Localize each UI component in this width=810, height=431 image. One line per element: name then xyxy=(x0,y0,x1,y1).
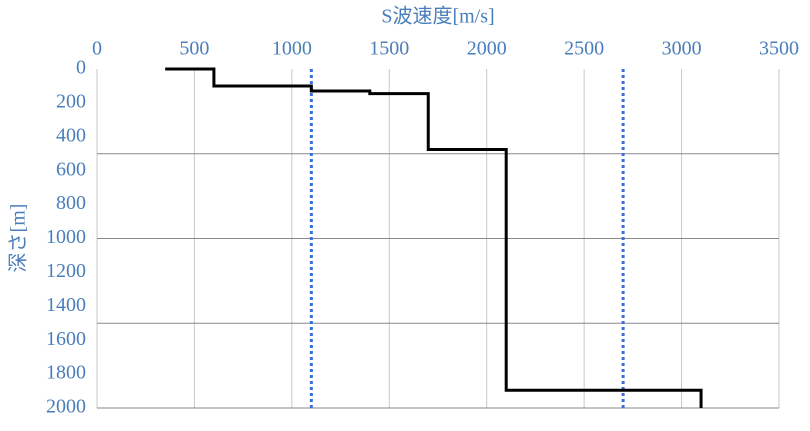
x-tick-label: 1000 xyxy=(272,38,312,60)
y-tick-label: 400 xyxy=(56,124,86,146)
y-tick-label: 1400 xyxy=(46,294,86,316)
x-tick-label: 2000 xyxy=(467,38,507,60)
y-axis-label: 深さ[m] xyxy=(7,204,30,273)
y-tick-label: 800 xyxy=(56,192,86,214)
y-tick-label: 200 xyxy=(56,90,86,112)
x-tick-label: 3500 xyxy=(759,38,799,60)
y-tick-label: 1600 xyxy=(46,328,86,350)
x-tick-label: 1500 xyxy=(369,38,409,60)
y-tick-label: 2000 xyxy=(46,396,86,418)
y-tick-label: 600 xyxy=(56,158,86,180)
x-tick-label: 500 xyxy=(179,38,209,60)
x-tick-label: 2500 xyxy=(564,38,604,60)
x-tick-label: 0 xyxy=(92,38,102,60)
profile-line xyxy=(165,67,703,408)
x-axis-label: S波速度[m/s] xyxy=(381,5,494,28)
y-tick-label: 1000 xyxy=(46,226,86,248)
y-tick-label: 1200 xyxy=(46,260,86,282)
y-tick-label: 0 xyxy=(76,57,86,79)
y-tick-label: 1800 xyxy=(46,362,86,384)
x-tick-label: 3000 xyxy=(662,38,702,60)
